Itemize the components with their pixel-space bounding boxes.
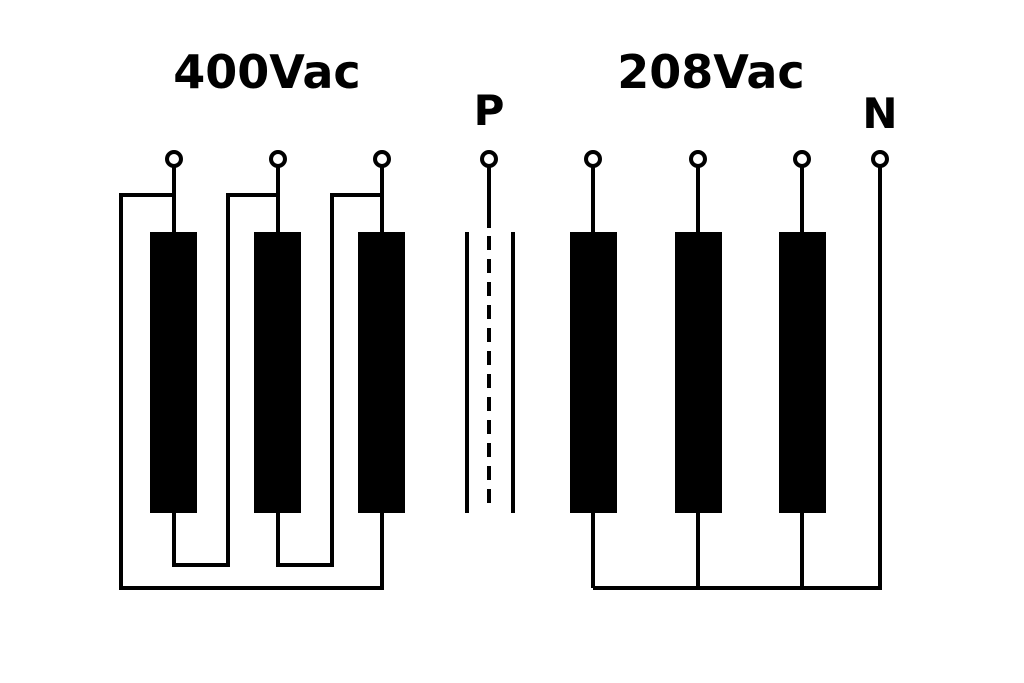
terminal-icon [373, 150, 391, 168]
primary-coils [150, 232, 405, 513]
secondary-coil [570, 232, 617, 513]
terminals [165, 150, 889, 168]
primary-coil [358, 232, 405, 513]
wire [119, 193, 384, 590]
terminal-icon [871, 150, 889, 168]
terminal-icon [689, 150, 707, 168]
transformer-core [465, 167, 515, 513]
primary-coil [254, 232, 301, 513]
secondary-coil [675, 232, 722, 513]
primary-coil [150, 232, 197, 513]
terminal-icon [480, 150, 498, 168]
wire [276, 193, 382, 567]
secondary-coils [570, 232, 826, 513]
secondary-wye-wiring [591, 167, 882, 590]
primary-delta-wiring [119, 167, 384, 590]
terminal-icon [793, 150, 811, 168]
secondary-coil [779, 232, 826, 513]
wire [172, 193, 278, 567]
primary-voltage-label: 400Vac [173, 45, 360, 99]
n-terminal-label: N [862, 89, 897, 138]
p-terminal-label: P [474, 86, 505, 135]
terminal-icon [165, 150, 183, 168]
secondary-voltage-label: 208Vac [617, 45, 804, 99]
terminal-icon [269, 150, 287, 168]
terminal-icon [584, 150, 602, 168]
neutral-bus [593, 167, 882, 590]
